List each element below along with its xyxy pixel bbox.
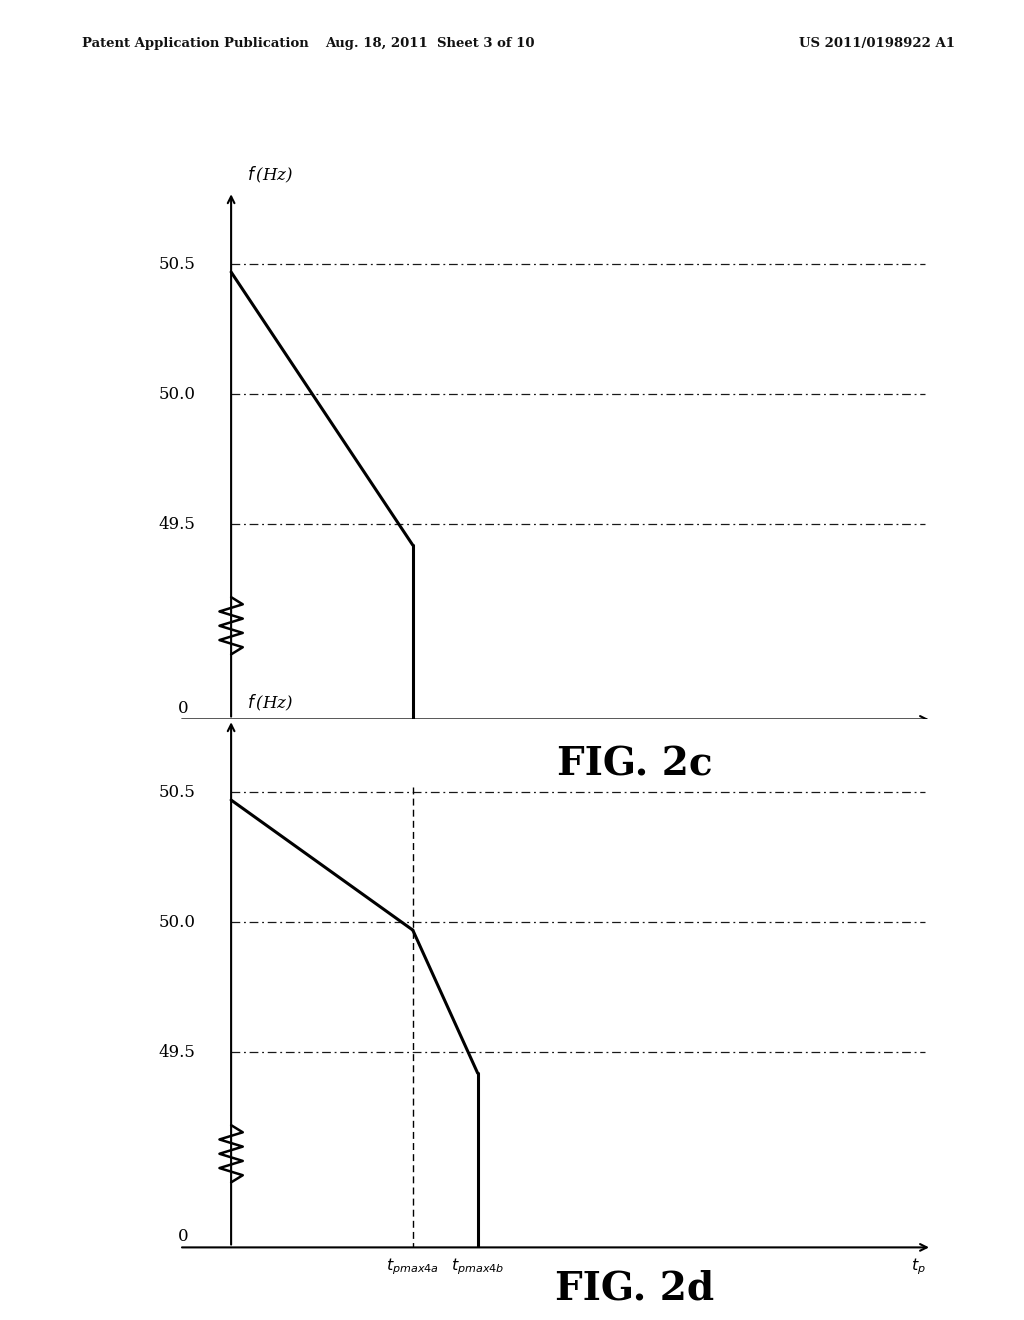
Text: 50.5: 50.5 xyxy=(159,256,196,273)
Text: $t_{pmax4b}$: $t_{pmax4b}$ xyxy=(451,1257,505,1278)
Text: US 2011/0198922 A1: US 2011/0198922 A1 xyxy=(799,37,954,50)
Text: $t_p$: $t_p$ xyxy=(911,1257,927,1278)
Text: 0: 0 xyxy=(178,700,189,717)
Text: $t_p$: $t_p$ xyxy=(911,729,927,750)
Text: 0: 0 xyxy=(178,1228,189,1245)
Text: 49.5: 49.5 xyxy=(159,1044,196,1061)
Text: 49.5: 49.5 xyxy=(159,516,196,533)
Text: 50.0: 50.0 xyxy=(159,913,196,931)
Text: $f\,$(Hz): $f\,$(Hz) xyxy=(248,693,293,713)
Text: Aug. 18, 2011  Sheet 3 of 10: Aug. 18, 2011 Sheet 3 of 10 xyxy=(326,37,535,50)
Text: $f\,$(Hz): $f\,$(Hz) xyxy=(248,165,293,185)
Text: 50.0: 50.0 xyxy=(159,385,196,403)
Text: FIG. 2c: FIG. 2c xyxy=(557,746,713,784)
Text: $t_{pmax4a}$: $t_{pmax4a}$ xyxy=(386,1257,439,1278)
Text: 50.5: 50.5 xyxy=(159,784,196,801)
Text: FIG. 2d: FIG. 2d xyxy=(555,1270,715,1308)
Text: $t_{pmax3}$: $t_{pmax3}$ xyxy=(390,729,436,750)
Text: Patent Application Publication: Patent Application Publication xyxy=(82,37,308,50)
